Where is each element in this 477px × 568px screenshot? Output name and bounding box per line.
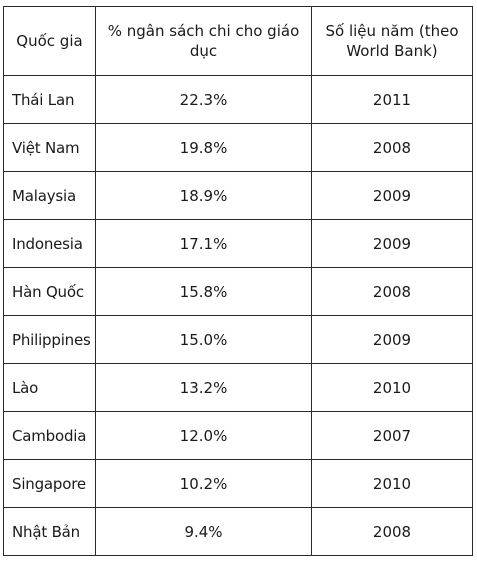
year-cell: 2010 — [311, 459, 473, 508]
percent-cell: 13.2% — [95, 363, 312, 412]
country-cell: Philippines — [3, 315, 96, 364]
year-cell: 2009 — [311, 171, 473, 220]
table-row: Indonesia 17.1% 2009 — [3, 219, 473, 268]
country-cell: Singapore — [3, 459, 96, 508]
header-budget-label: % ngân sách chi cho giáo dục — [107, 22, 300, 60]
country-cell: Thái Lan — [3, 75, 96, 124]
year-cell: 2008 — [311, 123, 473, 172]
table-row: Hàn Quốc 15.8% 2008 — [3, 267, 473, 316]
country-cell: Nhật Bản — [3, 507, 96, 556]
table-row: Singapore 10.2% 2010 — [3, 459, 473, 508]
header-year-cell: Số liệu năm (theo World Bank) — [311, 6, 473, 76]
percent-cell: 18.9% — [95, 171, 312, 220]
year-cell: 2011 — [311, 75, 473, 124]
table-body: Quốc gia % ngân sách chi cho giáo dục Số… — [3, 6, 473, 556]
year-cell: 2010 — [311, 363, 473, 412]
percent-cell: 17.1% — [95, 219, 312, 268]
percent-cell: 19.8% — [95, 123, 312, 172]
percent-cell: 9.4% — [95, 507, 312, 556]
country-cell: Lào — [3, 363, 96, 412]
year-cell: 2008 — [311, 507, 473, 556]
year-cell: 2008 — [311, 267, 473, 316]
country-cell: Malaysia — [3, 171, 96, 220]
table-row: Việt Nam 19.8% 2008 — [3, 123, 473, 172]
year-cell: 2009 — [311, 219, 473, 268]
percent-cell: 10.2% — [95, 459, 312, 508]
education-budget-table: Quốc gia % ngân sách chi cho giáo dục Số… — [3, 6, 473, 556]
country-cell: Việt Nam — [3, 123, 96, 172]
country-cell: Cambodia — [3, 411, 96, 460]
year-cell: 2009 — [311, 315, 473, 364]
table-row: Thái Lan 22.3% 2011 — [3, 75, 473, 124]
percent-cell: 15.8% — [95, 267, 312, 316]
table-row: Malaysia 18.9% 2009 — [3, 171, 473, 220]
header-country-label: Quốc gia — [16, 32, 83, 50]
percent-cell: 12.0% — [95, 411, 312, 460]
table-row: Cambodia 12.0% 2007 — [3, 411, 473, 460]
table-row: Philippines 15.0% 2009 — [3, 315, 473, 364]
percent-cell: 15.0% — [95, 315, 312, 364]
percent-cell: 22.3% — [95, 75, 312, 124]
header-year-label: Số liệu năm (theo World Bank) — [325, 22, 459, 60]
header-country-cell: Quốc gia — [3, 6, 96, 76]
country-cell: Hàn Quốc — [3, 267, 96, 316]
table-row: Lào 13.2% 2010 — [3, 363, 473, 412]
table-row: Nhật Bản 9.4% 2008 — [3, 507, 473, 556]
country-cell: Indonesia — [3, 219, 96, 268]
year-cell: 2007 — [311, 411, 473, 460]
header-budget-cell: % ngân sách chi cho giáo dục — [95, 6, 312, 76]
header-row: Quốc gia % ngân sách chi cho giáo dục Số… — [3, 6, 473, 76]
